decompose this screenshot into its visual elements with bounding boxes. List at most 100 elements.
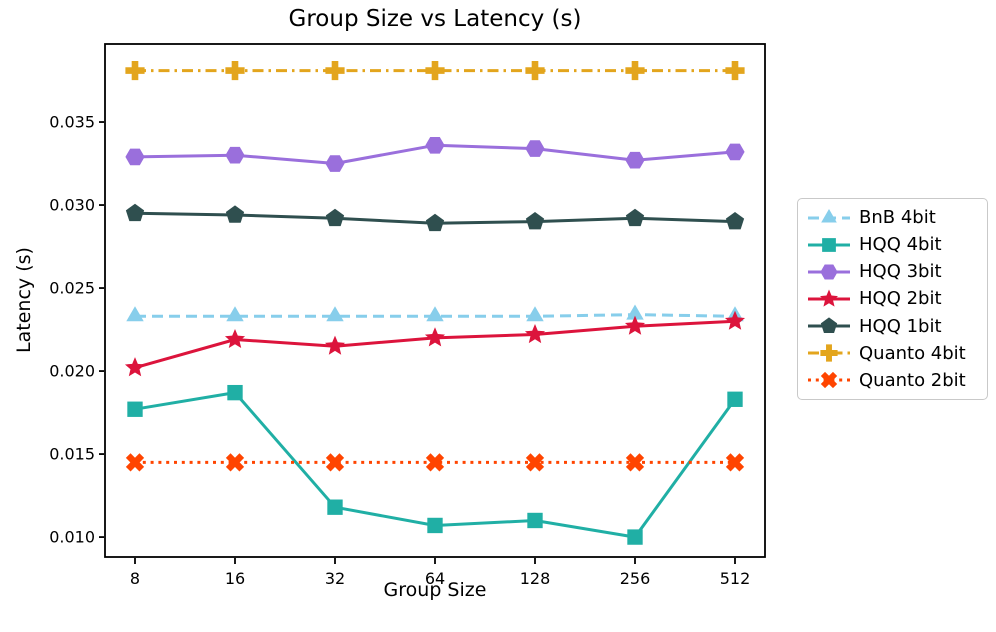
y-axis-label: Latency (s)	[13, 247, 35, 353]
plus-marker	[325, 60, 345, 81]
x-marker	[225, 453, 245, 472]
triangle-marker	[126, 306, 144, 322]
y-tick-label: 0.015	[49, 445, 95, 464]
triangle-marker	[226, 306, 244, 322]
legend-item-quanto-4bit: Quanto 4bit	[807, 340, 978, 367]
plus-marker	[625, 60, 645, 81]
star-marker	[324, 335, 346, 355]
axes-frame	[104, 43, 766, 558]
square-marker	[627, 529, 643, 545]
hexagon-marker	[325, 155, 345, 172]
x-marker	[820, 372, 838, 389]
x-marker	[325, 453, 345, 472]
y-axis-ticks: 0.010 0.015 0.020 0.025 0.030 0.035	[49, 113, 104, 547]
plus-marker	[425, 60, 445, 81]
hexagon-marker	[525, 140, 545, 157]
hexagon-marker	[820, 264, 838, 280]
triangle-marker	[821, 208, 837, 223]
legend-label-quanto-2bit: Quanto 2bit	[859, 369, 966, 391]
pentagon-marker	[225, 205, 245, 223]
legend-item-hqq-4bit: HQQ 4bit	[807, 231, 978, 258]
x-axis-ticks: 8 16 32 64 128 256 512	[130, 558, 750, 588]
square-marker	[427, 517, 443, 534]
y-tick-label: 0.020	[49, 362, 95, 381]
triangle-marker	[326, 306, 344, 322]
pentagon-marker	[125, 203, 145, 222]
legend-label-hqq-1bit: HQQ 1bit	[859, 315, 942, 337]
pentagon-marker	[425, 213, 445, 232]
pentagon-marker	[325, 208, 345, 227]
star-marker	[624, 315, 646, 335]
y-tick-label: 0.010	[49, 528, 95, 547]
legend-label-hqq-4bit: HQQ 4bit	[859, 234, 942, 256]
hexagon-marker	[725, 143, 745, 161]
plus-marker	[125, 60, 145, 81]
x-tick-label: 8	[130, 569, 140, 588]
x-marker	[525, 453, 545, 472]
hexagon-marker	[125, 148, 145, 166]
series-hqq-4bit	[127, 384, 743, 545]
legend-label-bnb-4bit: BnB 4bit	[859, 207, 936, 229]
pentagon-marker	[525, 212, 545, 230]
y-tick-label: 0.025	[49, 279, 95, 298]
plus-marker	[525, 60, 545, 81]
legend-item-quanto-2bit: Quanto 2bit	[807, 367, 978, 394]
pentagon-marker	[625, 208, 645, 227]
star-marker	[724, 310, 746, 330]
legend-item-bnb-4bit: BnB 4bit	[807, 204, 978, 231]
legend-sample-quanto-4bit	[808, 344, 850, 362]
x-tick-label: 128	[520, 569, 551, 588]
plus-marker	[725, 60, 745, 81]
x-marker	[725, 453, 745, 472]
legend-sample-hqq-4bit	[808, 237, 850, 252]
pentagon-marker	[725, 212, 745, 230]
legend-item-hqq-3bit: HQQ 3bit	[807, 258, 978, 285]
x-marker	[425, 453, 445, 472]
legend: BnB 4bit HQQ 4bit HQQ 3bit HQQ 2bit HQQ 1bit…	[797, 198, 988, 400]
x-tick-label: 256	[620, 569, 651, 588]
legend-item-hqq-2bit: HQQ 2bit	[807, 285, 978, 312]
square-marker	[822, 237, 836, 252]
y-tick-label: 0.030	[49, 196, 95, 215]
y-tick-label: 0.035	[49, 113, 95, 132]
series-quanto-4bit	[125, 60, 745, 81]
legend-sample-quanto-2bit	[808, 372, 850, 389]
series-quanto-2bit	[125, 453, 745, 472]
legend-sample-bnb-4bit	[808, 208, 850, 223]
chart-title: Group Size vs Latency (s)	[288, 6, 582, 32]
hexagon-marker	[625, 151, 645, 169]
x-tick-label: 512	[720, 569, 751, 588]
triangle-marker	[626, 304, 644, 320]
plus-marker	[225, 60, 245, 81]
legend-label-hqq-3bit: HQQ 3bit	[859, 261, 942, 283]
x-tick-label: 64	[425, 569, 445, 588]
square-marker	[227, 384, 243, 401]
x-axis-label: Group Size	[383, 579, 487, 601]
series-hqq-1bit	[125, 203, 745, 232]
star-marker	[424, 327, 446, 347]
hexagon-marker	[225, 146, 245, 164]
hexagon-marker	[425, 136, 445, 154]
series-hqq-3bit	[125, 136, 745, 172]
legend-item-hqq-1bit: HQQ 1bit	[807, 313, 978, 340]
series-hqq-2bit	[124, 310, 746, 377]
star-marker	[224, 328, 246, 349]
plus-marker	[820, 344, 838, 362]
square-marker	[527, 512, 543, 529]
star-marker	[124, 357, 146, 377]
square-marker	[127, 401, 143, 417]
square-marker	[727, 391, 743, 407]
legend-label-quanto-4bit: Quanto 4bit	[859, 342, 966, 364]
pentagon-marker	[820, 317, 838, 334]
triangle-marker	[526, 306, 544, 322]
x-marker	[125, 453, 145, 472]
x-tick-label: 16	[225, 569, 245, 588]
legend-sample-hqq-2bit	[808, 289, 850, 307]
legend-sample-hqq-1bit	[808, 317, 850, 334]
square-marker	[327, 499, 343, 515]
series-bnb-4bit	[126, 304, 744, 322]
legend-label-hqq-2bit: HQQ 2bit	[859, 288, 942, 310]
x-marker	[625, 453, 645, 472]
legend-sample-hqq-3bit	[808, 264, 850, 280]
